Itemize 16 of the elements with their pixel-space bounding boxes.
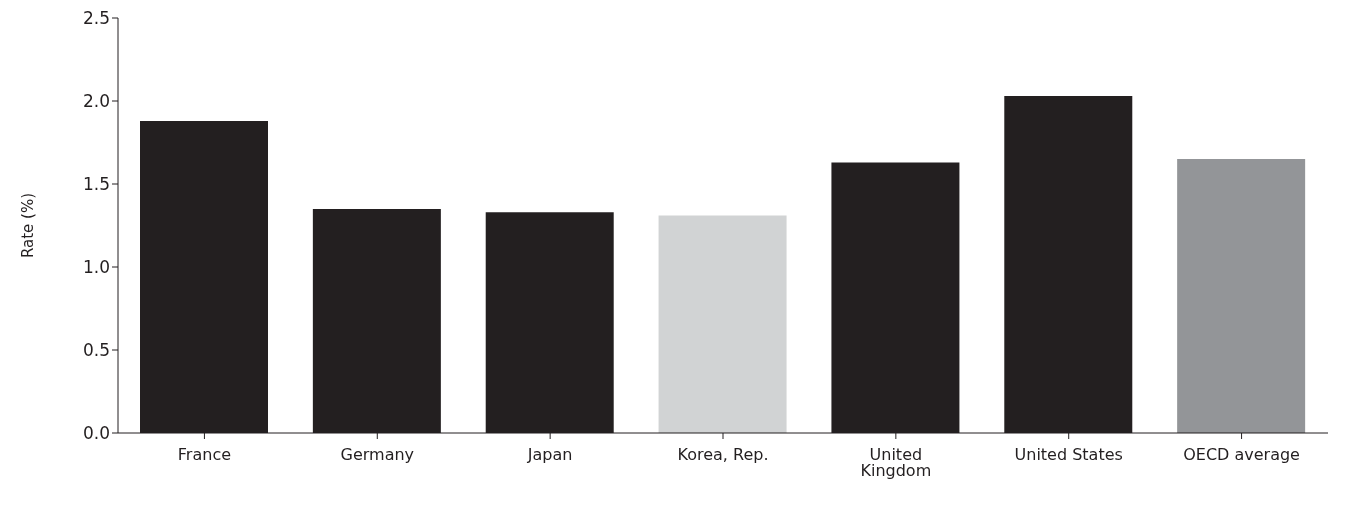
bar <box>1177 159 1306 433</box>
y-tick-label: 1.5 <box>82 174 110 195</box>
x-tick-label: Japan <box>526 445 573 465</box>
y-tick-label: 2.0 <box>82 91 110 112</box>
x-tick-label: Germany <box>340 445 415 465</box>
x-tick-label: Korea, Rep. <box>677 445 769 465</box>
x-tick-label: France <box>177 445 232 465</box>
x-tick-label: OECD average <box>1183 445 1300 465</box>
y-tick-label: 2.5 <box>82 8 110 29</box>
x-tick-label: United States <box>1014 445 1123 465</box>
y-axis-title: Rate (%) <box>19 192 38 259</box>
bar <box>658 215 787 433</box>
y-tick-label: 0.5 <box>82 340 110 361</box>
y-tick-label: 0.0 <box>82 423 110 444</box>
x-tick-label: United Kingdom <box>860 445 932 481</box>
y-tick-label: 1.0 <box>82 257 110 278</box>
